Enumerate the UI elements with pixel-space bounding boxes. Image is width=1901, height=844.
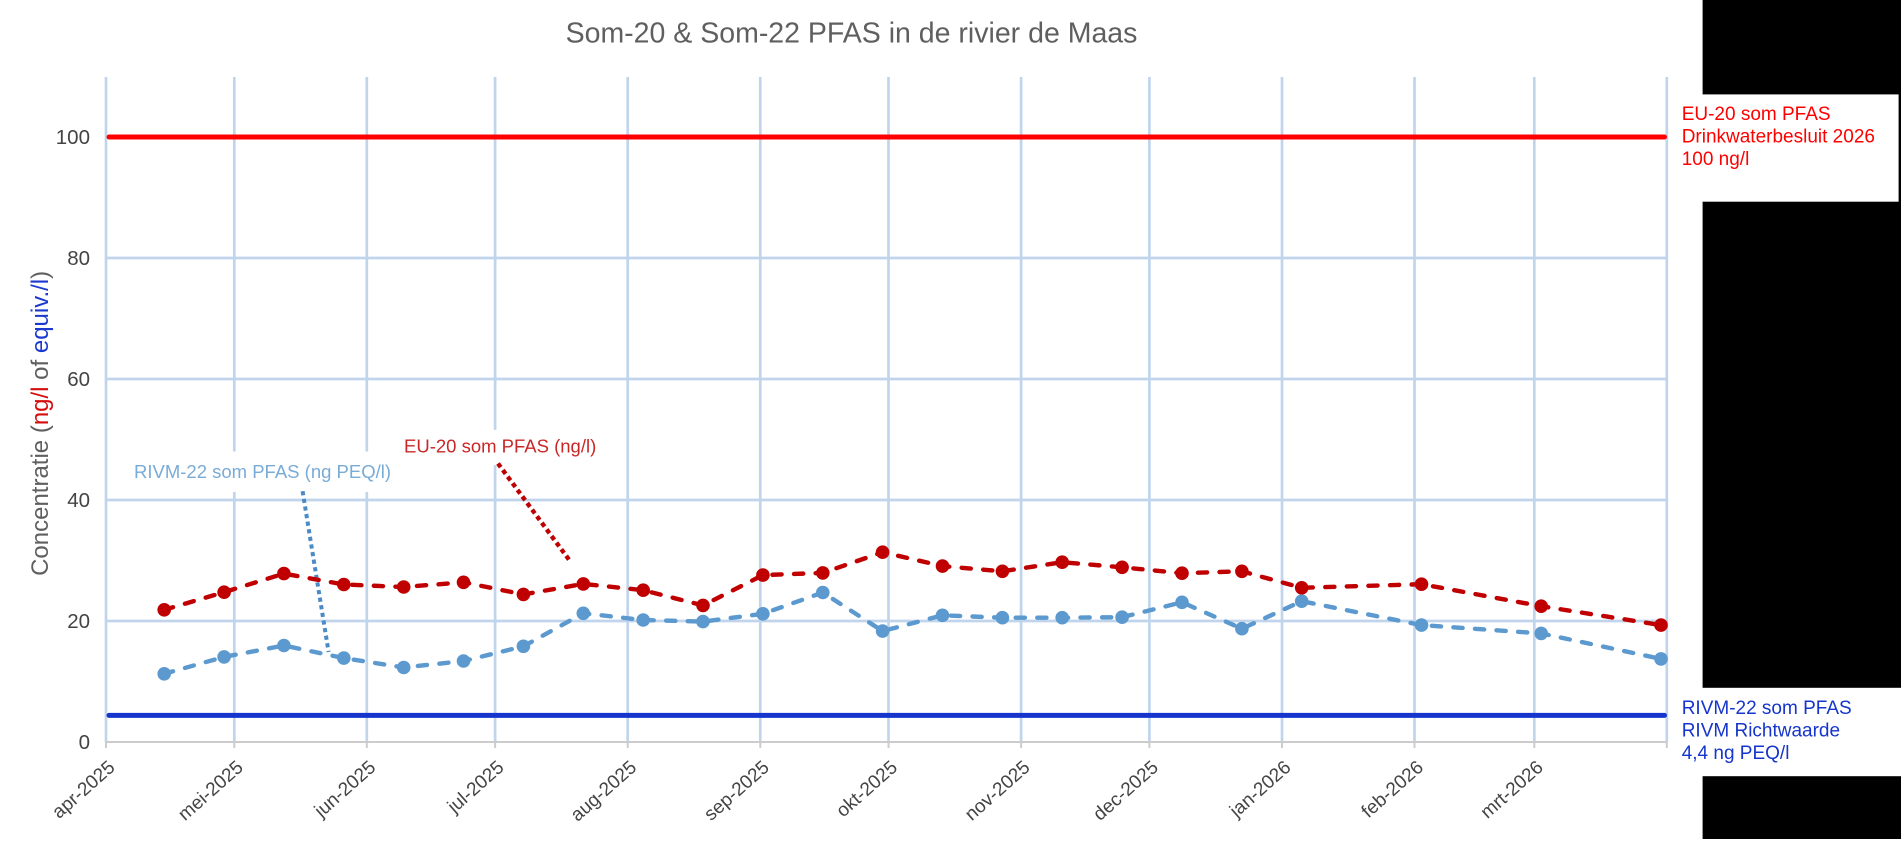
svg-text:RIVM-22 som PFAS: RIVM-22 som PFAS <box>1682 698 1852 719</box>
svg-text:40: 40 <box>67 489 90 512</box>
svg-text:4,4 ng PEQ/l: 4,4 ng PEQ/l <box>1682 743 1790 764</box>
svg-text:Som-20 & Som-22 PFAS in de riv: Som-20 & Som-22 PFAS in de rivier de Maa… <box>566 18 1138 50</box>
svg-text:100 ng/l: 100 ng/l <box>1682 149 1750 170</box>
svg-text:80: 80 <box>67 247 90 270</box>
svg-text:60: 60 <box>67 368 90 391</box>
svg-text:0: 0 <box>79 731 90 754</box>
svg-text:Drinkwaterbesluit 2026: Drinkwaterbesluit 2026 <box>1682 127 1875 148</box>
svg-text:100: 100 <box>56 126 90 149</box>
svg-text:Concentratie (ng/l of equiv./l: Concentratie (ng/l of equiv./l) <box>27 271 54 576</box>
svg-text:EU-20 som PFAS: EU-20 som PFAS <box>1682 104 1831 125</box>
svg-text:RIVM Richtwaarde: RIVM Richtwaarde <box>1682 721 1840 742</box>
svg-text:RIVM-22 som PFAS (ng PEQ/l): RIVM-22 som PFAS (ng PEQ/l) <box>134 461 391 482</box>
svg-text:EU-20 som PFAS (ng/l): EU-20 som PFAS (ng/l) <box>404 436 596 457</box>
svg-text:20: 20 <box>67 610 90 633</box>
